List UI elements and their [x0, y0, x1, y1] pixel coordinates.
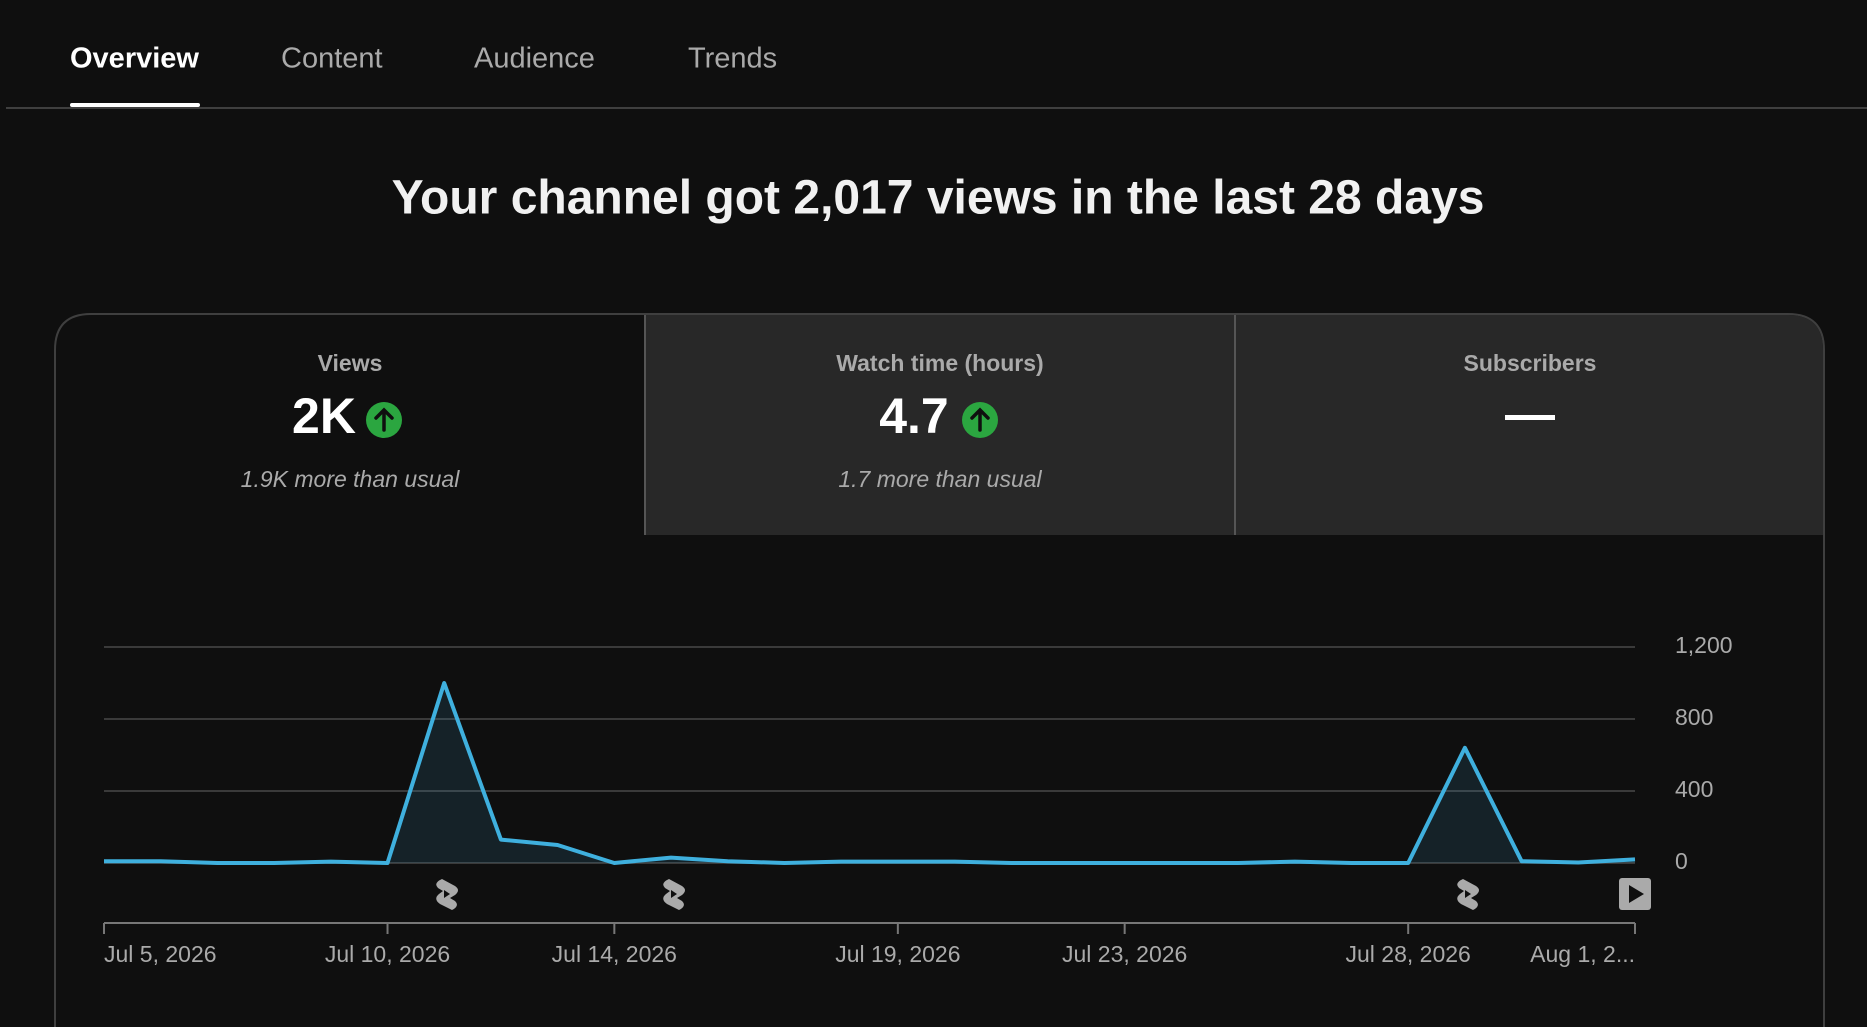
x-tick-label: Jul 23, 2026 [1062, 941, 1187, 967]
chart: 0 400 800 1,200 Jul 5, 2026 Jul 10, 2026 Jul 1… [103, 632, 1733, 967]
metric-panel[interactable] [1235, 315, 1823, 535]
metric-label: Views [318, 350, 383, 376]
x-tick-label: Jul 14, 2026 [552, 941, 677, 967]
headline: Your channel got 2,017 views in the last… [392, 172, 1485, 225]
x-tick-label: Jul 28, 2026 [1346, 941, 1471, 967]
metric-label: Subscribers [1464, 350, 1597, 376]
tab[interactable]: Overview [70, 43, 199, 75]
x-tick-label: Jul 10, 2026 [325, 941, 450, 967]
tab[interactable]: Audience [474, 43, 595, 75]
x-tick-label: Jul 5, 2026 [104, 941, 217, 967]
tab[interactable]: Content [281, 43, 383, 75]
up-arrow-icon [962, 402, 998, 438]
y-tick-label: 0 [1675, 848, 1688, 874]
y-tick-label: 400 [1675, 776, 1713, 802]
line [104, 681, 1636, 865]
content-markers [436, 878, 1651, 910]
y-tick-label: 1,200 [1675, 632, 1733, 658]
area-fill [104, 683, 1635, 863]
metric-note: 1.9K more than usual [241, 466, 461, 492]
metric[interactable]: Views 2K 1.9K more than usual [241, 350, 461, 492]
metric-note: 1.7 more than usual [838, 466, 1042, 492]
metric-value: 2K [292, 388, 356, 444]
shorts-icon[interactable] [663, 879, 685, 910]
shorts-icon[interactable] [436, 879, 458, 910]
tab-bar: Overview Content Audience Trends [6, 43, 1867, 109]
metric-label: Watch time (hours) [836, 350, 1043, 376]
video-icon[interactable] [1619, 878, 1651, 910]
tab[interactable]: Trends [688, 43, 777, 75]
up-arrow-icon [366, 402, 402, 438]
metric-panel[interactable] [645, 315, 1235, 535]
metric-value: 4.7 [879, 388, 949, 444]
x-tick-label: Jul 19, 2026 [835, 941, 960, 967]
metric[interactable]: Subscribers — [1464, 350, 1597, 442]
y-tick-label: 800 [1675, 704, 1713, 730]
metric-value: — [1505, 386, 1555, 442]
shorts-icon[interactable] [1457, 879, 1479, 910]
x-tick-label: Aug 1, 2... [1530, 941, 1635, 967]
tab-indicator [70, 103, 200, 107]
metric[interactable]: Watch time (hours) 4.7 1.7 more than usu… [836, 350, 1043, 492]
